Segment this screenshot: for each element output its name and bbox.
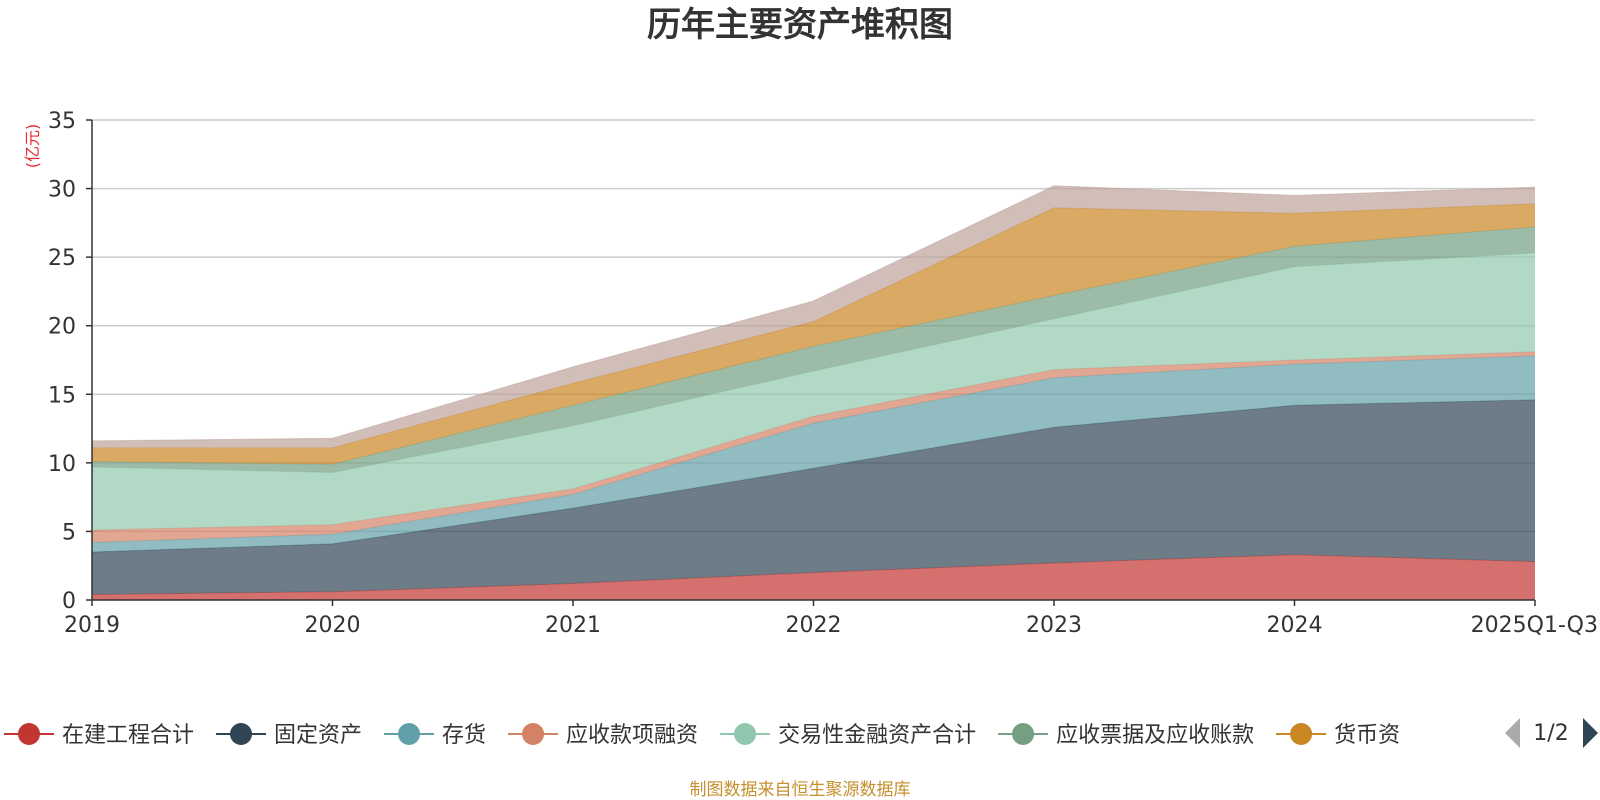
legend-marker-icon <box>734 723 757 745</box>
y-tick-label: 15 <box>48 383 76 408</box>
legend-marker-icon <box>522 723 545 745</box>
legend-next-page-icon[interactable] <box>1583 718 1598 748</box>
legend-item-2[interactable]: 固定资产 <box>216 723 362 748</box>
area-series-3 <box>92 355 1535 552</box>
area-series <box>91 185 1536 600</box>
legend-item-label: 固定资产 <box>274 723 362 748</box>
x-tick-label: 2020 <box>305 613 361 638</box>
area-series-2 <box>92 399 1535 595</box>
y-tick-label: 0 <box>62 589 76 614</box>
y-axis-label: (亿元) <box>23 124 42 169</box>
x-tick-label: 2025Q1-Q3 <box>1471 613 1598 638</box>
legend-marker-icon <box>18 723 40 745</box>
area-series-7 <box>92 203 1535 465</box>
x-tick-label: 2022 <box>786 613 842 638</box>
legend-item-label: 交易性金融资产合计 <box>778 723 976 748</box>
y-tick-label: 5 <box>62 520 76 545</box>
legend-item-1[interactable]: 在建工程合计 <box>4 723 194 748</box>
y-tick-label: 35 <box>48 109 76 134</box>
axes: 2019 2020 2021 2022 2023 2024 2025Q1-Q3 <box>64 119 1598 638</box>
legend-item-label: 应收票据及应收账款 <box>1056 723 1254 748</box>
legend-marker-icon <box>1012 723 1035 745</box>
legend-item-7[interactable]: 货币资 <box>1276 723 1400 748</box>
legend: 在建工程合计 固定资产 存货 应收款项融资 交易性金融资产合计 应收票据及应收账款 货币资 <box>4 723 1400 748</box>
legend-item-6[interactable]: 应收票据及应收账款 <box>998 723 1254 748</box>
x-tick-label: 2024 <box>1267 613 1323 638</box>
area-series-8 <box>92 185 1535 448</box>
legend-pager: 1/2 <box>1505 718 1598 748</box>
area-series-6 <box>92 227 1535 473</box>
legend-prev-page-icon[interactable] <box>1505 718 1520 748</box>
legend-marker-icon <box>398 723 421 745</box>
source-note: 制图数据来自恒生聚源数据库 <box>690 780 911 800</box>
area-series-8-edge <box>91 185 1536 442</box>
x-tick-label: 2021 <box>545 613 601 638</box>
y-tick-label: 10 <box>48 452 76 477</box>
legend-item-5[interactable]: 交易性金融资产合计 <box>720 723 976 748</box>
x-tick-label: 2019 <box>64 613 120 638</box>
legend-item-3[interactable]: 存货 <box>384 723 486 748</box>
legend-item-label: 在建工程合计 <box>62 723 194 748</box>
area-series-5 <box>92 253 1535 531</box>
x-tick-label: 2023 <box>1026 613 1082 638</box>
legend-item-4[interactable]: 应收款项融资 <box>508 723 698 748</box>
legend-marker-icon <box>1290 723 1313 745</box>
legend-item-label: 存货 <box>442 723 486 748</box>
legend-page-indicator: 1/2 <box>1533 721 1568 746</box>
y-tick-label: 30 <box>48 178 76 203</box>
chart-title: 历年主要资产堆积图 <box>647 5 953 45</box>
legend-item-label: 货币资 <box>1334 723 1400 748</box>
y-tick-label: 25 <box>48 246 76 271</box>
area-series-1 <box>92 554 1535 600</box>
legend-item-label: 应收款项融资 <box>566 723 698 748</box>
legend-marker-icon <box>230 723 253 745</box>
y-tick-label: 20 <box>48 315 76 340</box>
